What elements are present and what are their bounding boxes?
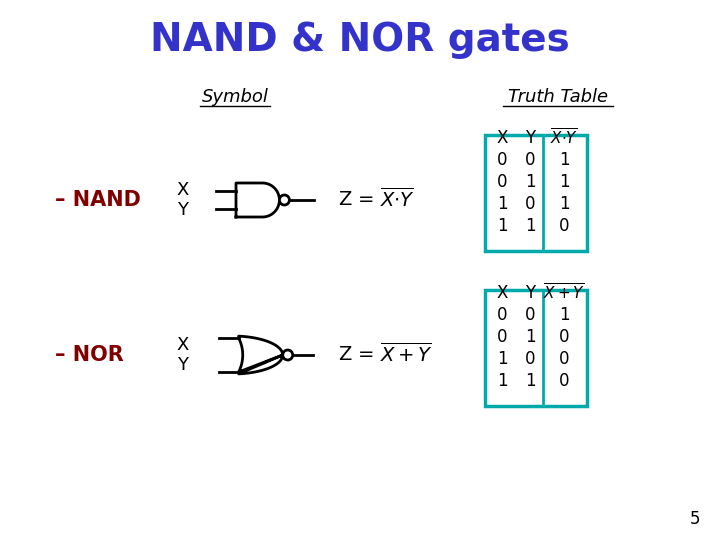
Text: 1: 1 [525, 217, 535, 235]
Text: 5: 5 [690, 510, 700, 528]
FancyBboxPatch shape [485, 135, 587, 251]
Text: 0: 0 [497, 306, 508, 324]
Text: 0: 0 [525, 151, 535, 169]
Text: 1: 1 [497, 350, 508, 368]
Text: 1: 1 [497, 217, 508, 235]
Text: X: X [177, 181, 189, 199]
Polygon shape [236, 183, 279, 217]
Text: 0: 0 [525, 350, 535, 368]
Text: 1: 1 [497, 372, 508, 390]
Text: Z = $\overline{X+Y}$: Z = $\overline{X+Y}$ [338, 342, 433, 366]
Text: 0: 0 [559, 217, 570, 235]
Text: 1: 1 [559, 195, 570, 213]
Text: X: X [177, 336, 189, 354]
Text: 1: 1 [497, 195, 508, 213]
Text: 0: 0 [497, 151, 508, 169]
Text: 1: 1 [525, 173, 535, 191]
Text: 1: 1 [525, 328, 535, 346]
Text: X: X [496, 284, 508, 302]
Text: Z = $\overline{X{\cdot}Y}$: Z = $\overline{X{\cdot}Y}$ [338, 187, 415, 211]
Text: – NOR: – NOR [55, 345, 124, 365]
Text: 0: 0 [497, 328, 508, 346]
Polygon shape [238, 336, 283, 374]
Text: 1: 1 [559, 151, 570, 169]
Text: 1: 1 [559, 173, 570, 191]
Text: – NAND: – NAND [55, 190, 141, 210]
Text: X: X [496, 129, 508, 147]
Text: Truth Table: Truth Table [508, 88, 608, 106]
Text: Symbol: Symbol [202, 88, 269, 106]
Text: 0: 0 [559, 372, 570, 390]
Text: 0: 0 [559, 328, 570, 346]
Text: $\overline{X+Y}$: $\overline{X+Y}$ [543, 283, 585, 303]
Text: Y: Y [525, 129, 535, 147]
Text: Y: Y [178, 201, 189, 219]
Text: 1: 1 [559, 306, 570, 324]
Text: 0: 0 [525, 195, 535, 213]
Circle shape [283, 350, 293, 360]
Text: NAND & NOR gates: NAND & NOR gates [150, 21, 570, 59]
Text: 0: 0 [497, 173, 508, 191]
FancyBboxPatch shape [485, 290, 587, 406]
Circle shape [279, 195, 289, 205]
Text: 0: 0 [559, 350, 570, 368]
Text: Y: Y [525, 284, 535, 302]
Text: $\overline{X{\cdot}Y}$: $\overline{X{\cdot}Y}$ [550, 128, 578, 148]
Text: 1: 1 [525, 372, 535, 390]
Text: 0: 0 [525, 306, 535, 324]
Text: Y: Y [178, 356, 189, 374]
